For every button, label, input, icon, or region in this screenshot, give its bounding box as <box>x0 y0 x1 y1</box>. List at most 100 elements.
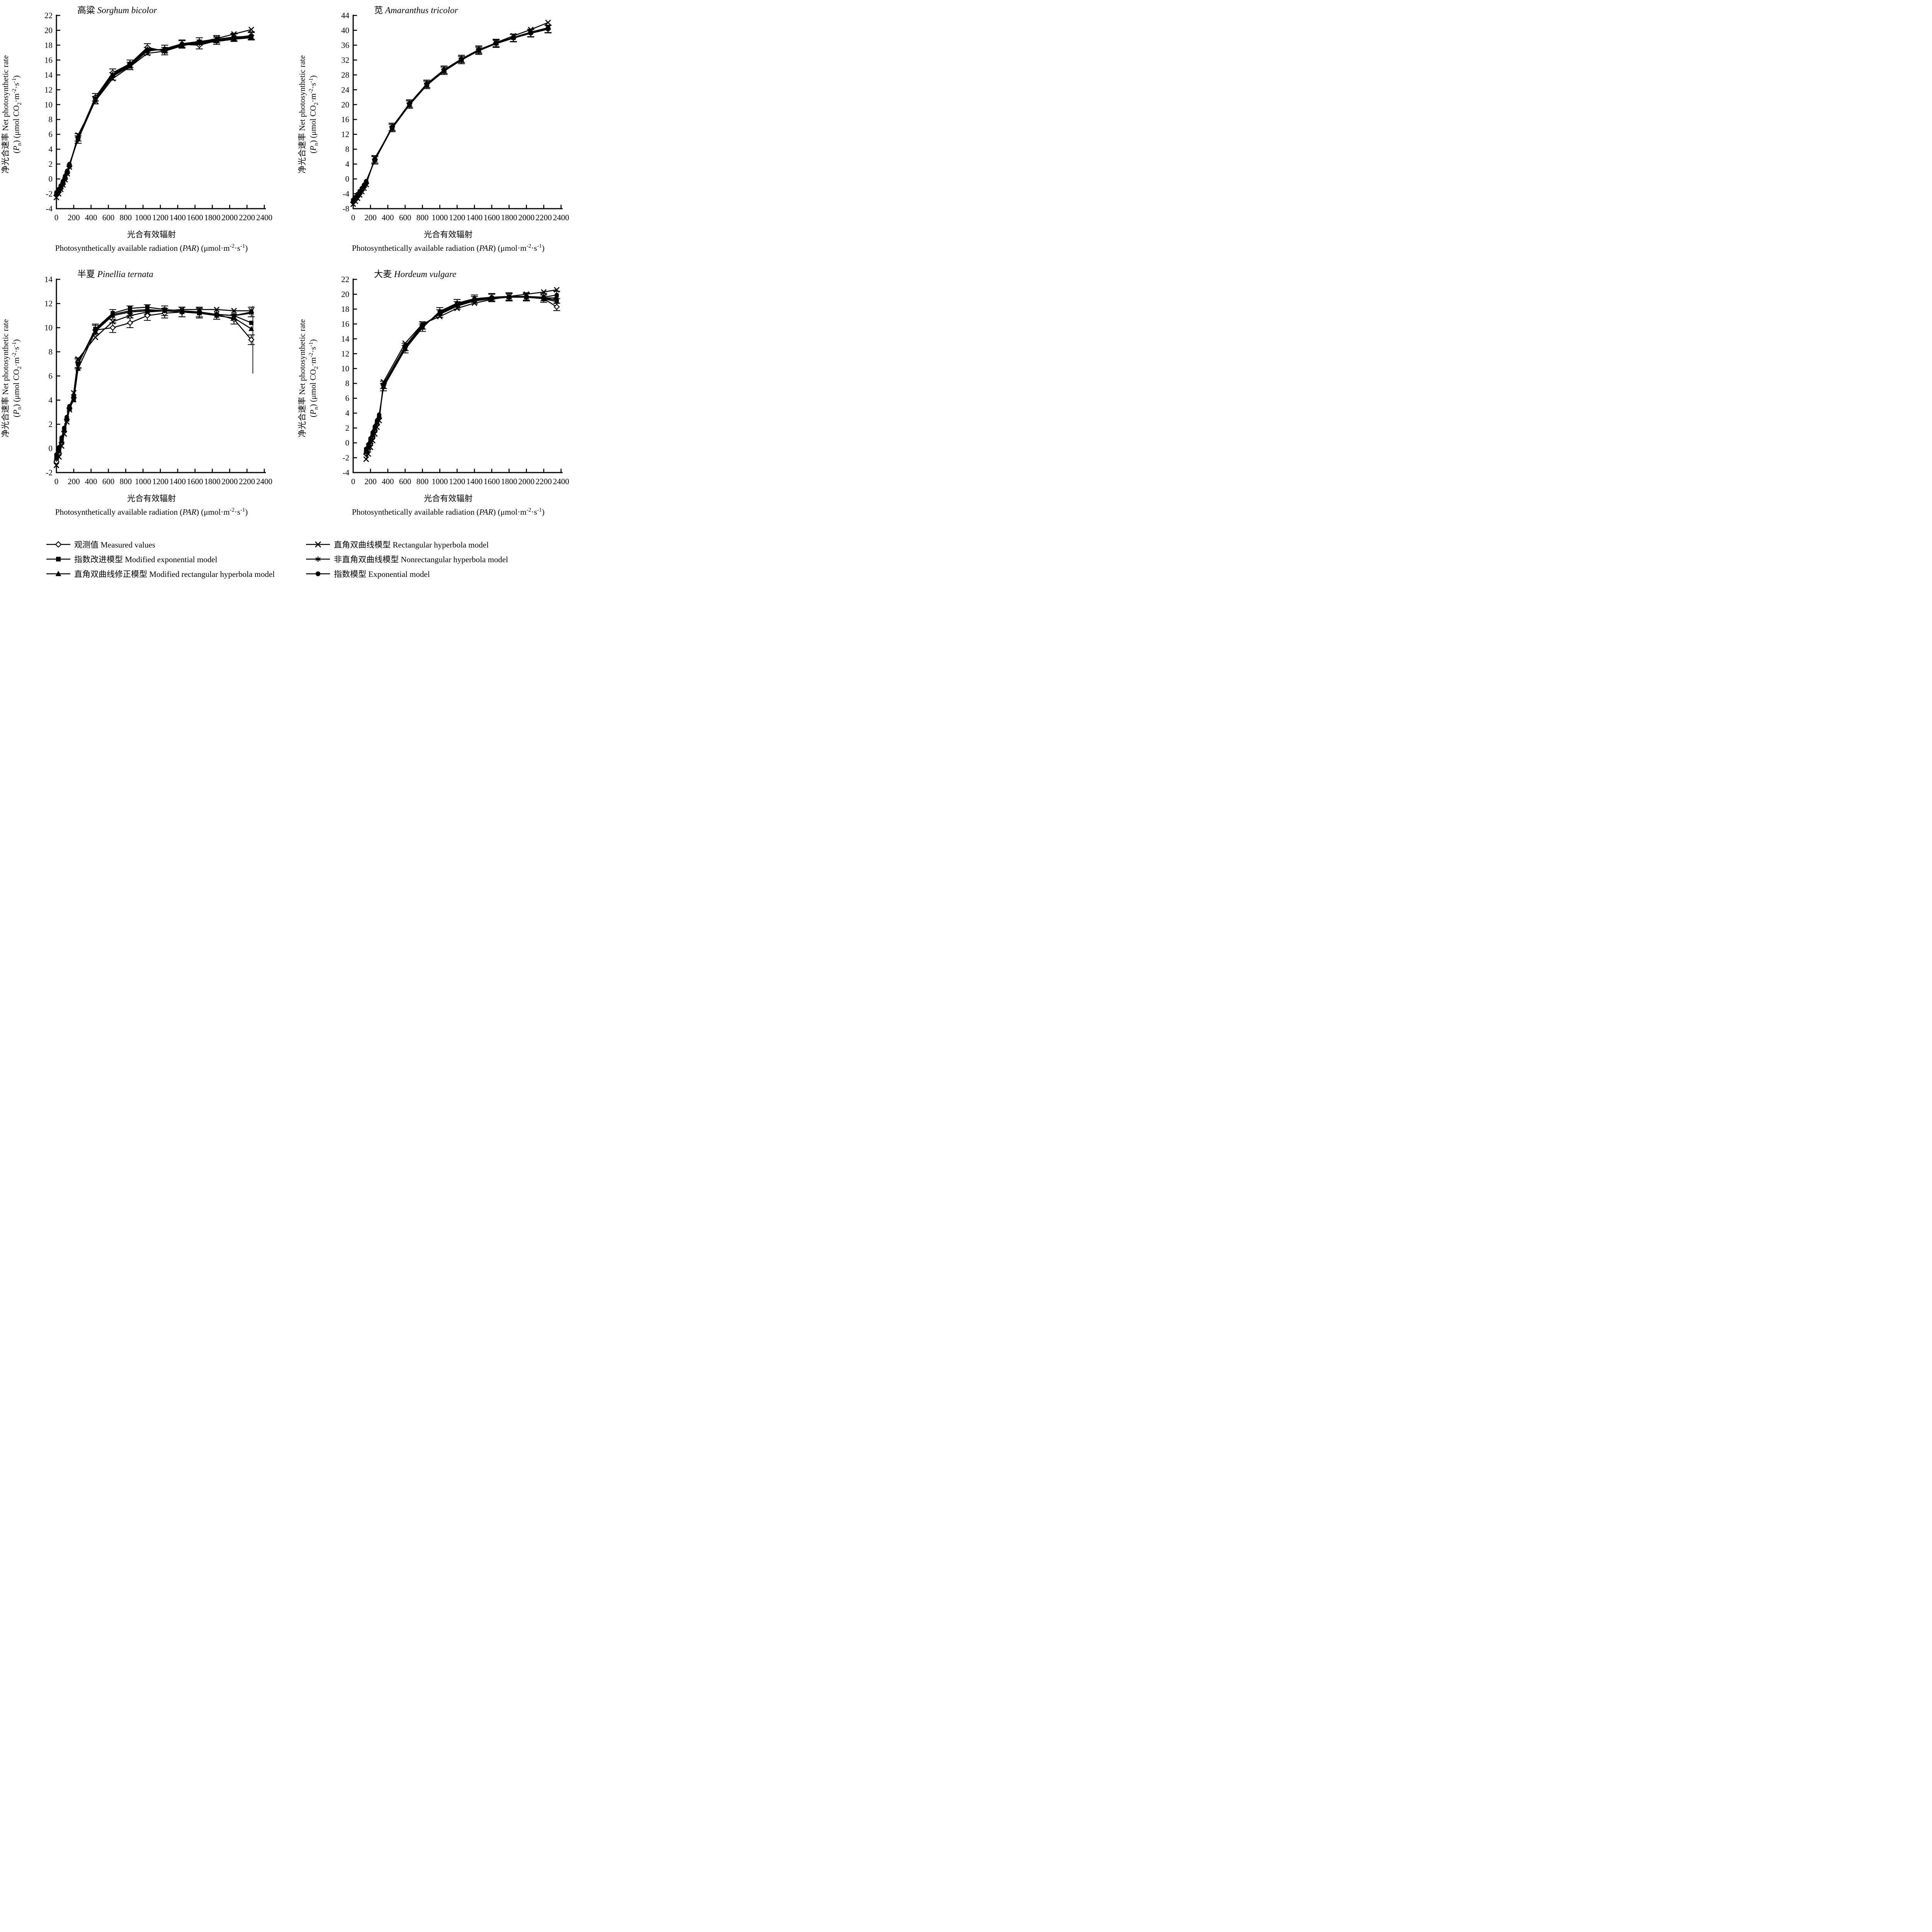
legend-column-1: 直角双曲线模型 Rectangular hyperbola model 非直角双曲… <box>305 537 508 581</box>
x-tick-label: 2000 <box>518 213 534 222</box>
circle-marker <box>362 182 366 187</box>
circle-marker <box>407 102 412 107</box>
y-tick-label: 40 <box>341 26 349 35</box>
circle-marker <box>197 311 202 316</box>
legend-label: 观测值 Measured values <box>74 540 155 549</box>
series-measured <box>363 294 560 457</box>
circle-marker <box>364 179 369 184</box>
x-tick-label: 2200 <box>239 213 255 222</box>
square-marker <box>145 305 150 310</box>
x-marker <box>554 287 560 293</box>
x-tick-label: 600 <box>399 213 412 222</box>
y-tick-label: 4 <box>345 408 350 418</box>
legend-item-rectangular-hyperbola: 直角双曲线模型 Rectangular hyperbola model <box>305 537 508 552</box>
series-modified-exponential <box>54 36 253 196</box>
series-line-exponential <box>366 294 557 449</box>
y-axis-label-line2: (Pn) (μmol CO2·m-2·s-1) <box>308 339 320 418</box>
circle-marker <box>231 35 236 39</box>
series-rectangular-hyperbola <box>53 306 254 468</box>
legend-marker-asterisk <box>306 556 330 562</box>
y-tick-label: 20 <box>44 26 53 35</box>
x-tick-label: 400 <box>382 213 394 222</box>
circle-marker <box>180 41 184 46</box>
series-line-modified-rectangular-hyperbola <box>56 310 252 458</box>
y-axis-label: 净光合速率 Net photosynthetic rate (Pn) (μmol … <box>0 266 24 490</box>
series-modified-exponential <box>54 305 253 458</box>
y-tick-label: 0 <box>49 444 53 453</box>
circle-marker <box>93 98 98 102</box>
series-nonrectangular-hyperbola <box>54 35 254 197</box>
y-tick-label: 8 <box>49 347 53 357</box>
x-tick-label: 1800 <box>501 213 517 222</box>
x-tick-label: 200 <box>364 477 377 486</box>
circle-marker <box>511 36 516 41</box>
y-tick-label: 8 <box>345 379 350 388</box>
y-tick-label: 0 <box>49 174 53 184</box>
y-axis-label-line2: (Pn) (μmol CO2·m-2·s-1) <box>11 75 23 154</box>
x-tick-label: 2200 <box>536 477 552 486</box>
x-tick-label: 2400 <box>256 213 272 222</box>
series-exponential <box>351 27 551 202</box>
circle-marker <box>374 418 379 423</box>
chart-cell-sorghum: 净光合速率 Net photosynthetic rate (Pn) (μmol … <box>0 2 297 253</box>
triangle-marker <box>55 571 61 576</box>
series-line-measured <box>56 311 252 462</box>
series-nonrectangular-hyperbola <box>364 294 560 456</box>
series-rectangular-hyperbola <box>350 19 551 207</box>
x-tick-label: 1200 <box>449 477 465 486</box>
y-tick-label: 10 <box>341 364 349 373</box>
x-tick-label: 2200 <box>536 213 552 222</box>
legend-label: 指数模型 Exponential model <box>334 570 430 579</box>
legend-label: 直角双曲线模型 Rectangular hyperbola model <box>334 540 489 549</box>
circle-marker <box>315 571 321 577</box>
series-line-rectangular-hyperbola <box>56 309 252 466</box>
circle-marker <box>541 295 546 299</box>
x-marker <box>528 27 534 32</box>
circle-marker <box>364 446 369 451</box>
circle-marker <box>524 294 529 299</box>
y-tick-label: 16 <box>44 55 53 65</box>
series-modified-rectangular-hyperbola <box>363 294 560 452</box>
asterisk-marker <box>364 451 369 456</box>
y-tick-label: 8 <box>345 145 350 154</box>
y-tick-label: 0 <box>345 438 350 447</box>
chart-title: 苋 Amaranthus tricolor <box>374 5 458 15</box>
circle-marker <box>67 404 72 408</box>
circle-marker <box>197 39 202 44</box>
y-tick-label: 4 <box>345 160 350 169</box>
circle-marker <box>472 296 477 301</box>
x-axis-label-en: Photosynthetically available radiation (… <box>352 507 545 517</box>
x-tick-label: 2400 <box>256 477 272 486</box>
x-axis-label-zh: 光合有效辐射 <box>424 230 473 239</box>
x-tick-label: 2000 <box>518 477 534 486</box>
x-tick-label: 2400 <box>553 213 569 222</box>
circle-marker <box>366 442 371 447</box>
y-tick-label: 6 <box>345 394 350 403</box>
x-marker <box>545 19 551 26</box>
series-exponential <box>54 34 254 195</box>
y-tick-label: -8 <box>343 204 350 213</box>
circle-marker <box>442 68 447 73</box>
circle-marker <box>494 41 498 46</box>
x-tick-label: 1600 <box>187 213 203 222</box>
x-tick-label: 800 <box>120 477 132 486</box>
circle-marker <box>420 325 425 330</box>
legend-label: 指数改进模型 Modified exponential model <box>74 555 218 564</box>
series-line-nonrectangular-hyperbola <box>353 28 548 202</box>
circle-marker <box>67 162 72 167</box>
series-measured <box>53 32 255 199</box>
x-marker <box>92 334 99 340</box>
series-line-nonrectangular-hyperbola <box>366 296 557 454</box>
circle-marker <box>390 126 395 131</box>
x-tick-label: 400 <box>85 477 97 486</box>
y-tick-label: -4 <box>46 204 53 213</box>
y-tick-label: 4 <box>49 396 53 405</box>
x-marker <box>248 27 254 32</box>
x-tick-label: 800 <box>417 477 429 486</box>
circle-marker <box>145 307 150 312</box>
x-marker <box>75 356 81 362</box>
x-tick-label: 1600 <box>484 213 500 222</box>
circle-marker <box>180 310 184 315</box>
square-marker <box>249 321 253 325</box>
series-line-modified-exponential <box>352 27 548 202</box>
